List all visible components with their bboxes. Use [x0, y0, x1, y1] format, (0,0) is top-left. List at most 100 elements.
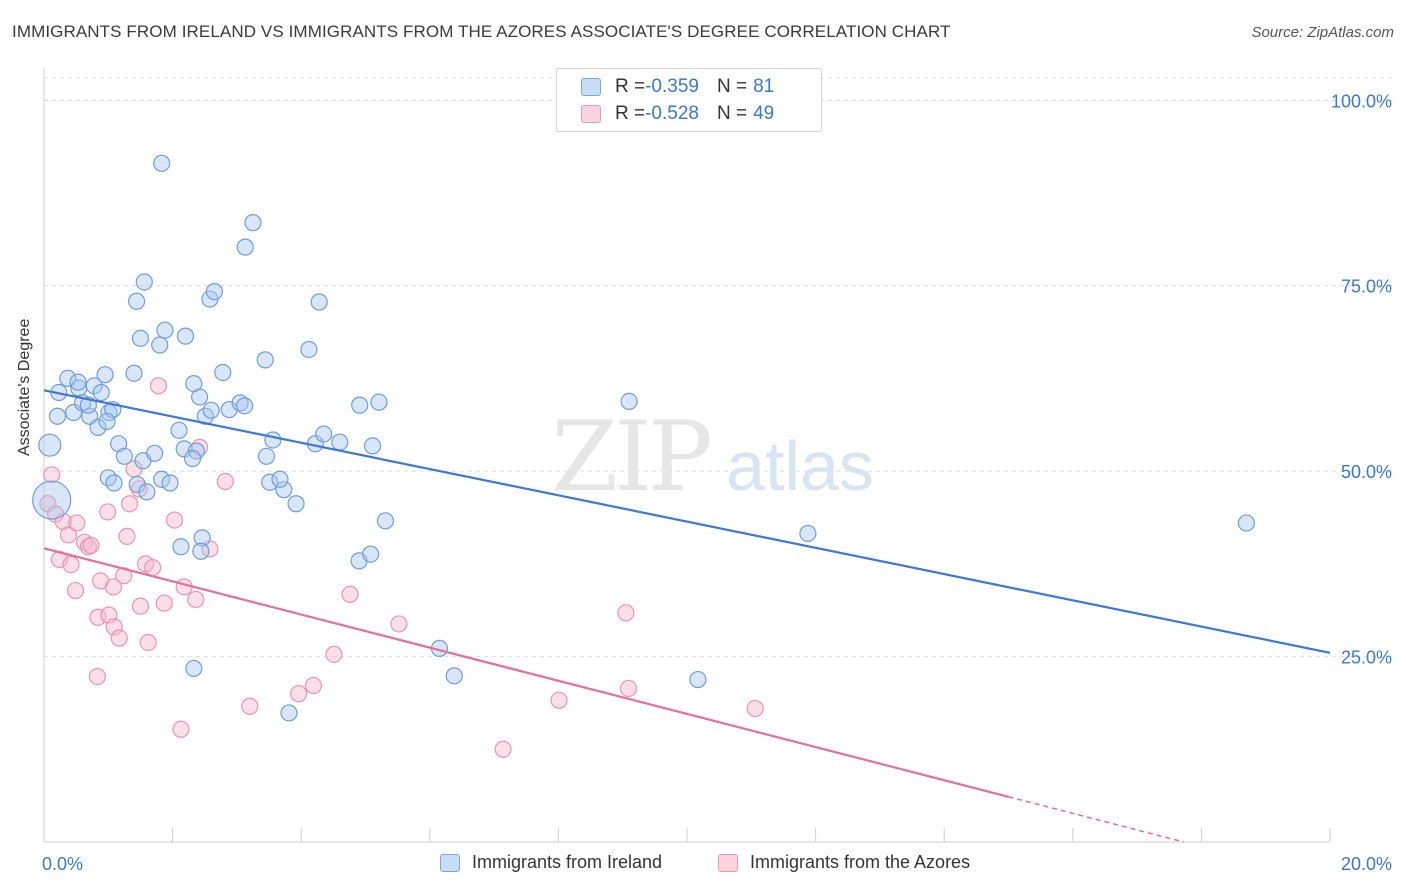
- ireland-points: [32, 154, 1256, 722]
- azores-point: [155, 594, 173, 612]
- ireland-point: [151, 336, 169, 354]
- ireland-point: [125, 364, 143, 382]
- ireland-point: [127, 292, 146, 310]
- ireland-point: [689, 670, 707, 689]
- ireland-point: [153, 470, 171, 488]
- ireland-point: [170, 421, 188, 439]
- azores-point: [172, 720, 190, 738]
- y-tick-label: 50.0%: [1341, 462, 1392, 482]
- bottom-legend-ireland: Immigrants from Ireland: [440, 852, 662, 873]
- ireland-point: [176, 327, 195, 345]
- ireland-point: [362, 545, 380, 563]
- ireland-point: [135, 273, 153, 291]
- ireland-point: [193, 529, 211, 547]
- ireland-point: [236, 238, 254, 256]
- azores-point: [216, 472, 234, 491]
- azores-point: [165, 511, 184, 529]
- ireland-point: [185, 659, 203, 678]
- azores-point: [304, 676, 323, 695]
- ireland-point: [370, 393, 388, 411]
- ireland-point: [172, 538, 190, 556]
- legend-r-value: -0.359: [645, 76, 699, 97]
- azores-point: [68, 514, 86, 532]
- ireland-point: [214, 363, 232, 382]
- legend-row-azores: R = -0.528 N = 49: [581, 103, 774, 125]
- ireland-point: [271, 470, 289, 488]
- grid-lines: [44, 77, 1392, 658]
- ireland-point: [205, 283, 223, 301]
- watermark-atlas: atlas: [726, 427, 874, 505]
- ireland-point: [275, 481, 293, 499]
- ireland-point: [310, 293, 328, 311]
- azores-point: [144, 558, 162, 577]
- watermark-zip: ZIP: [551, 401, 710, 513]
- ireland-point: [98, 412, 116, 431]
- ireland-point: [92, 383, 110, 402]
- azores-point: [131, 597, 150, 615]
- ireland-point: [192, 542, 210, 560]
- azores-point: [341, 585, 359, 603]
- ireland-point: [351, 396, 369, 414]
- y-tick-label: 100.0%: [1331, 91, 1392, 111]
- azores-point: [88, 667, 106, 686]
- legend-swatch-ireland: [581, 78, 601, 96]
- legend-row-ireland: R = -0.359 N = 81: [581, 76, 774, 98]
- bottom-legend-label-azores: Immigrants from the Azores: [750, 852, 971, 872]
- bottom-legend-azores: Immigrants from the Azores: [718, 852, 970, 873]
- ireland-point: [69, 373, 87, 391]
- legend-n-label: N =: [716, 76, 748, 97]
- legend-r-label: R =: [615, 103, 646, 124]
- legend-swatch-azores: [581, 105, 601, 123]
- bottom-legend-swatch-ireland: [440, 853, 460, 872]
- ireland-point: [280, 704, 298, 722]
- ireland-point: [109, 435, 128, 453]
- ireland-point: [85, 377, 103, 395]
- trend-lines: [43, 389, 1331, 843]
- y-tick-label: 75.0%: [1341, 277, 1392, 297]
- ireland-point: [48, 407, 67, 425]
- ireland-point: [287, 495, 305, 513]
- x-tick-label-max: 20.0%: [1341, 854, 1392, 874]
- ireland-point: [59, 369, 77, 388]
- x-tick-label-min: 0.0%: [42, 854, 83, 874]
- ireland-point: [153, 154, 171, 172]
- azores-trend-line: [43, 547, 1009, 798]
- chart-source: Source: ZipAtlas.com: [1251, 24, 1394, 41]
- ireland-point: [115, 447, 133, 465]
- ireland-point: [300, 340, 318, 359]
- azores-point: [99, 503, 117, 521]
- azores-point: [59, 526, 78, 544]
- azores-point: [550, 691, 568, 709]
- ireland-point: [376, 512, 395, 530]
- ireland-point: [236, 397, 254, 415]
- tick-labels: 25.0% 50.0% 75.0% 100.0% 0.0% 20.0%: [42, 91, 1392, 874]
- azores-point: [89, 608, 107, 626]
- azores-point: [118, 527, 136, 546]
- ireland-point: [131, 329, 150, 347]
- legend-r-label: R =: [615, 76, 646, 97]
- bottom-legend-swatch-azores: [718, 853, 738, 872]
- azores-point: [66, 581, 85, 600]
- azores-point: [746, 699, 764, 718]
- azores-point: [82, 536, 100, 554]
- ireland-point: [445, 667, 463, 685]
- ireland-point: [185, 375, 203, 393]
- ireland-point: [620, 392, 638, 411]
- azores-trend-extension: [1008, 796, 1184, 843]
- bottom-legend-label-ireland: Immigrants from Ireland: [472, 852, 663, 872]
- azores-point: [105, 618, 123, 636]
- chart-title: IMMIGRANTS FROM IRELAND VS IMMIGRANTS FR…: [12, 22, 951, 41]
- y-axis-label: Associate's Degree: [16, 318, 33, 456]
- legend-n-value: 49: [753, 103, 775, 124]
- stats-legend: R = -0.359 N = 81 R = -0.528 N = 49: [556, 68, 822, 132]
- ireland-point: [96, 366, 114, 384]
- ireland-point: [32, 480, 72, 520]
- ireland-point: [244, 214, 262, 232]
- y-tick-label: 25.0%: [1341, 648, 1392, 668]
- ireland-point: [256, 351, 274, 369]
- ireland-point: [261, 473, 279, 491]
- ireland-point: [145, 444, 164, 462]
- azores-point: [187, 590, 205, 609]
- legend-r-value: -0.528: [645, 103, 699, 124]
- ireland-point: [315, 425, 333, 443]
